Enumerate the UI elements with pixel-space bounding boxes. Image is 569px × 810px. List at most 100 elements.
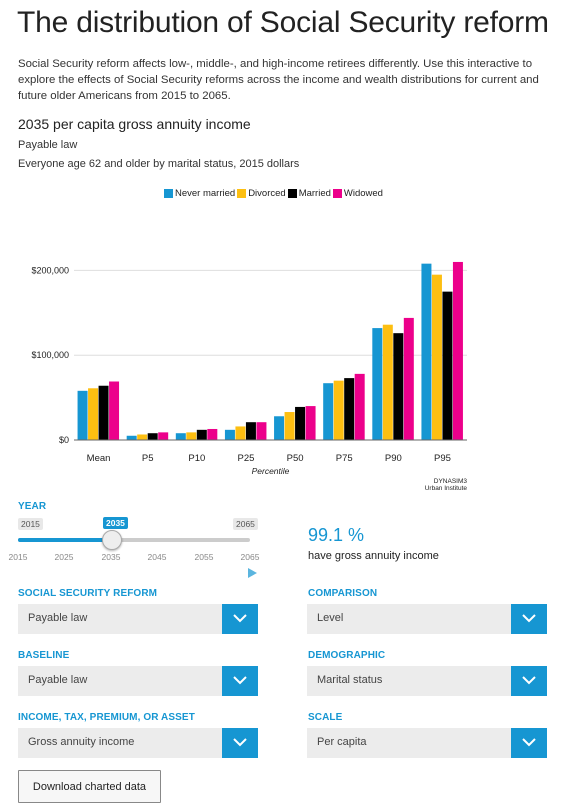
bar (333, 380, 344, 440)
y-tick-label: $0 (59, 435, 69, 445)
bar (421, 263, 432, 440)
x-tick-label: P75 (336, 453, 353, 464)
legend-swatch (164, 189, 173, 198)
income-select[interactable]: Gross annuity income (18, 728, 258, 758)
slider-ticks: 2015 2025 2035 2045 2055 2065 (9, 552, 260, 564)
bar (88, 388, 99, 440)
bar (431, 274, 442, 440)
comparison-label: COMPARISON (308, 588, 378, 599)
x-tick-label: P10 (188, 453, 205, 464)
bar (158, 432, 169, 440)
bar (354, 373, 365, 440)
income-select-value: Gross annuity income (28, 736, 135, 748)
legend-label: Married (298, 188, 331, 199)
year-max-label: 2065 (233, 518, 258, 530)
slider-tick-label: 2065 (240, 552, 260, 562)
chevron-down-icon[interactable] (511, 604, 547, 634)
download-button[interactable]: Download charted data (18, 770, 161, 803)
legend-item: Divorced (237, 188, 286, 199)
comparison-select-value: Level (317, 612, 344, 624)
legend-swatch (332, 189, 342, 198)
comparison-select[interactable]: Level (307, 604, 547, 634)
legend-item: Widowed (332, 188, 383, 199)
stat-value: 99.1 % (308, 525, 365, 545)
bar (295, 406, 306, 440)
bar (245, 422, 256, 440)
x-tick-label: P25 (237, 453, 254, 464)
bar (284, 412, 295, 440)
bar (126, 435, 137, 440)
bar-chart: $0 $100,000 $200,000 Mean P5 P10 P25 P50 P75 P90 P… (31, 261, 468, 492)
chevron-down-icon[interactable] (511, 728, 547, 758)
legend-swatch (237, 189, 247, 198)
chart-subtitle: Payable law (18, 139, 78, 151)
x-tick-label: P90 (385, 453, 402, 464)
source-note: Urban Institute (425, 485, 468, 492)
chart-population: Everyone age 62 and older by marital sta… (18, 158, 300, 170)
bar (137, 434, 148, 440)
bar (186, 432, 197, 440)
chevron-down-icon[interactable] (511, 666, 547, 696)
legend-item: Married (287, 188, 331, 199)
year-min-label: 2015 (18, 518, 43, 530)
year-current-label: 2035 (103, 517, 128, 529)
slider-tick-label: 2055 (194, 552, 214, 562)
slider-tick-label: 2015 (8, 552, 28, 562)
demographic-select[interactable]: Marital status (307, 666, 547, 696)
slider-handle[interactable] (102, 530, 122, 550)
legend-label: Divorced (248, 188, 286, 199)
chevron-down-icon[interactable] (222, 666, 258, 696)
year-label: YEAR (18, 501, 47, 512)
source-note: DYNASIM3 (434, 478, 468, 485)
slider-track[interactable] (18, 538, 250, 542)
bar (256, 422, 267, 440)
bar (98, 385, 109, 440)
baseline-select-value: Payable law (28, 674, 88, 686)
legend-label: Never married (175, 188, 236, 199)
play-icon[interactable] (248, 568, 257, 578)
bar (175, 433, 186, 440)
bar (305, 406, 316, 440)
bar (235, 426, 246, 440)
stat-text: have gross annuity income (308, 550, 439, 562)
x-tick-label: P50 (287, 453, 304, 464)
legend-label: Widowed (343, 188, 383, 199)
reform-select[interactable]: Payable law (18, 604, 258, 634)
slider-tick-label: 2025 (54, 552, 74, 562)
x-tick-label: P95 (434, 453, 451, 464)
bar (323, 383, 334, 440)
reform-select-value: Payable law (28, 612, 88, 624)
bar (147, 433, 158, 440)
slider-tick-label: 2035 (101, 552, 121, 562)
intro-text: Social Security reform affects low-, mid… (18, 58, 539, 102)
bar (442, 291, 453, 440)
bar (77, 390, 88, 440)
baseline-select[interactable]: Payable law (18, 666, 258, 696)
bar (224, 429, 235, 440)
income-label: INCOME, TAX, PREMIUM, OR ASSET (18, 712, 195, 723)
scale-select-value: Per capita (317, 736, 367, 748)
year-slider[interactable]: 2015 2035 2065 2015 2025 2035 2045 2055 2065 (9, 512, 260, 582)
bar (109, 381, 120, 440)
bar (393, 333, 404, 440)
slider-tick-label: 2045 (147, 552, 167, 562)
x-tick-label: P5 (142, 453, 154, 464)
scale-label: SCALE (308, 712, 343, 723)
chart-title: 2035 per capita gross annuity income (18, 116, 251, 132)
demographic-label: DEMOGRAPHIC (308, 650, 386, 661)
scale-select[interactable]: Per capita (307, 728, 547, 758)
baseline-label: BASELINE (18, 650, 70, 661)
chart-legend: Never married Divorced Married Widowed (164, 188, 383, 199)
page-title: The distribution of Social Security refo… (17, 6, 549, 39)
x-tick-label: Mean (87, 453, 111, 464)
slider-track-fill (18, 538, 111, 542)
bar (207, 428, 218, 440)
bar (403, 317, 414, 440)
y-tick-label: $200,000 (31, 265, 69, 275)
legend-item: Never married (164, 188, 235, 199)
x-axis-label: Percentile (252, 466, 290, 476)
chevron-down-icon[interactable] (222, 604, 258, 634)
bar (344, 378, 355, 440)
y-tick-label: $100,000 (31, 350, 69, 360)
chevron-down-icon[interactable] (222, 728, 258, 758)
